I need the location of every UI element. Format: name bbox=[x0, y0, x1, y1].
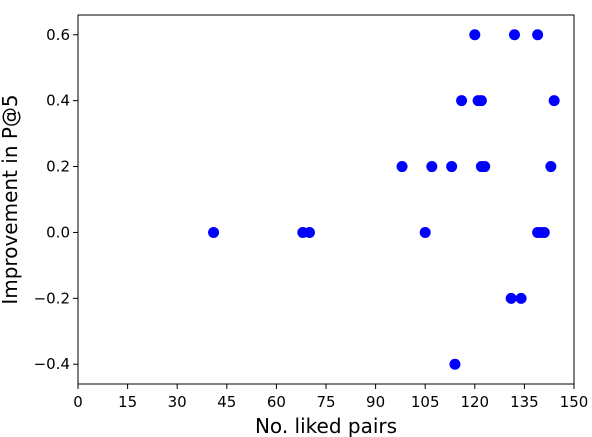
y-axis-ticks: −0.4 −0.2 0.0 0.2 0.4 0.6 bbox=[34, 26, 78, 373]
data-point bbox=[426, 161, 438, 173]
y-tick-label: 0.2 bbox=[46, 158, 70, 176]
x-axis-title: No. liked pairs bbox=[255, 414, 397, 437]
y-tick-label: 0.6 bbox=[46, 26, 70, 44]
x-tick-label: 30 bbox=[168, 393, 187, 411]
y-axis-title: Improvement in P@5 bbox=[0, 94, 22, 304]
data-point bbox=[456, 95, 468, 107]
data-point bbox=[532, 29, 544, 41]
data-point bbox=[303, 226, 315, 238]
data-point bbox=[545, 161, 557, 173]
data-point bbox=[419, 226, 431, 238]
plot-frame bbox=[77, 14, 575, 385]
x-tick-label: 0 bbox=[73, 393, 83, 411]
x-tick-label: 120 bbox=[460, 393, 489, 411]
data-point bbox=[479, 161, 491, 173]
x-tick-label: 15 bbox=[118, 393, 137, 411]
data-point bbox=[538, 226, 550, 238]
data-points bbox=[208, 29, 560, 370]
x-tick-label: 150 bbox=[560, 393, 589, 411]
data-point bbox=[446, 161, 458, 173]
x-tick-label: 75 bbox=[316, 393, 335, 411]
data-point bbox=[449, 358, 461, 370]
x-tick-label: 45 bbox=[217, 393, 236, 411]
data-point bbox=[208, 226, 220, 238]
data-point bbox=[548, 95, 560, 107]
data-point bbox=[396, 161, 408, 173]
y-tick-label: −0.4 bbox=[34, 355, 70, 373]
y-tick-label: 0.0 bbox=[46, 223, 70, 241]
data-point bbox=[508, 29, 520, 41]
y-tick-label: −0.2 bbox=[34, 289, 70, 307]
data-point bbox=[515, 292, 527, 304]
data-point bbox=[505, 292, 517, 304]
x-axis-ticks: 0 15 30 45 60 75 90 105 120 135 150 bbox=[73, 384, 588, 411]
y-tick-label: 0.4 bbox=[46, 92, 70, 110]
data-point bbox=[469, 29, 481, 41]
x-tick-label: 105 bbox=[411, 393, 440, 411]
x-tick-label: 60 bbox=[267, 393, 286, 411]
x-tick-label: 135 bbox=[510, 393, 539, 411]
data-point bbox=[475, 95, 487, 107]
x-tick-label: 90 bbox=[366, 393, 385, 411]
